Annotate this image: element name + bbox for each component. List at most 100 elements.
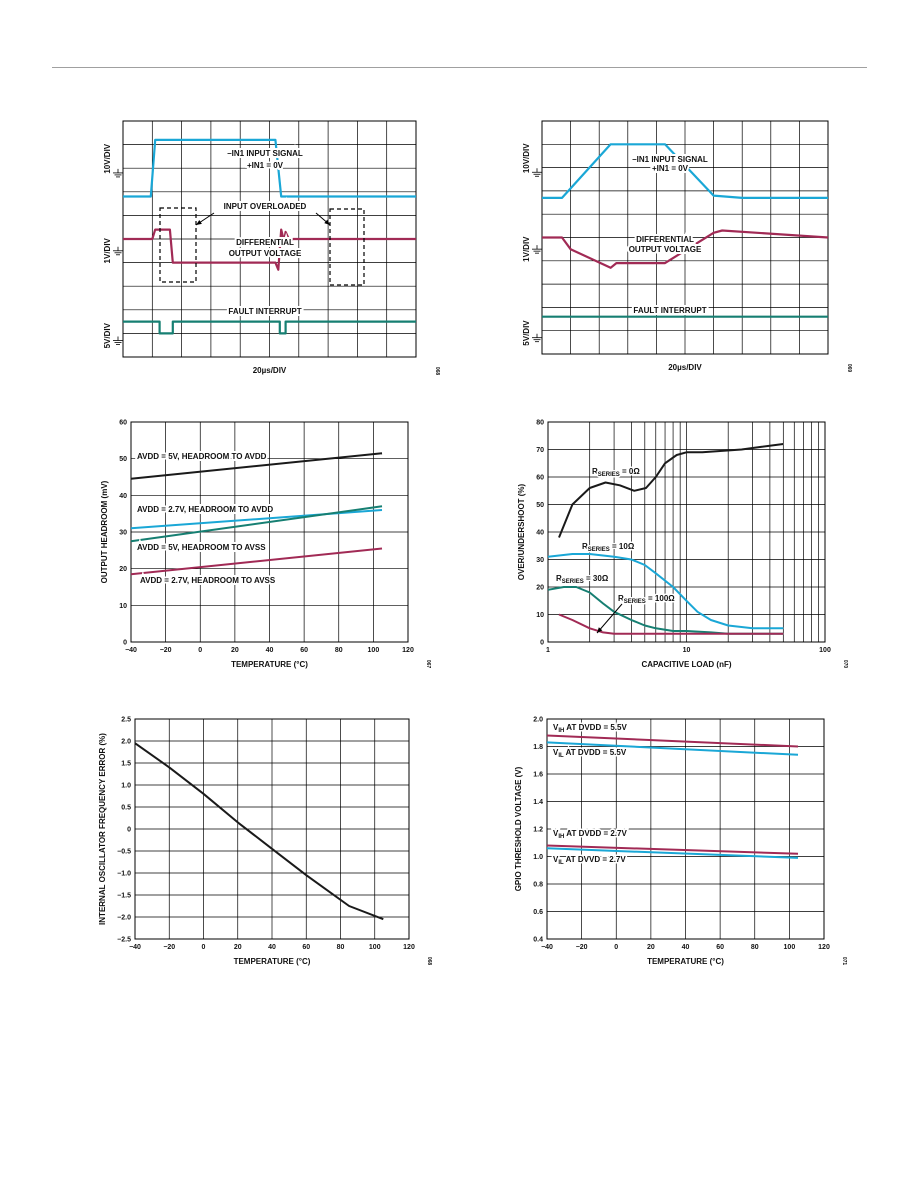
scope_fault-trace-1 bbox=[123, 228, 416, 271]
chart-oscillator: −40 −20 0 20 40 60 80 100 120 −2.5 −2.0 −1.5 −1.0 −0.… bbox=[98, 717, 432, 967]
gpio-ytick-0: 0.4 bbox=[533, 937, 543, 944]
headroom-xtick-6: 80 bbox=[335, 647, 343, 654]
headroom-series-label-2: AVDD = 5V, HEADROOM TO AVSS bbox=[137, 543, 266, 552]
scope_fault-overload-box-left bbox=[159, 207, 197, 283]
oscillator-ytick-8: 1.5 bbox=[121, 761, 131, 768]
overshoot-series-label-1-rest: = 10Ω bbox=[610, 542, 635, 551]
gpio-xtick-7: 100 bbox=[784, 944, 796, 951]
gpio-series-label-2-main: V bbox=[553, 829, 559, 838]
scope_fault-channel-label-0: 10V/DIV bbox=[103, 143, 112, 173]
oscillator-ylabel: INTERNAL OSCILLATOR FREQUENCY ERROR (%) bbox=[98, 733, 107, 925]
chart-headroom: −40 −20 0 20 40 60 80 100 120 0 10 20 30 40 50 60 TEMPER… bbox=[100, 420, 431, 670]
gpio-ytick-8: 2.0 bbox=[533, 717, 543, 724]
headroom-xtick-5: 60 bbox=[300, 647, 308, 654]
scope_fault-xlabel: 20µs/DIV bbox=[253, 366, 287, 375]
overshoot-ytick-4: 40 bbox=[536, 530, 544, 537]
oscillator-figure-code: 068 bbox=[426, 957, 432, 966]
gpio-series-label-0-sub: IH bbox=[558, 728, 564, 734]
gpio-ytick-1: 0.6 bbox=[533, 909, 543, 916]
scope_fault-overload-box-right bbox=[329, 208, 365, 286]
gpio-series-label-0: VIH AT DVDD = 5.5V bbox=[553, 723, 627, 734]
oscillator-xtick-2: 0 bbox=[202, 944, 206, 951]
headroom-xtick-4: 40 bbox=[266, 647, 274, 654]
oscillator-ytick-5: 0 bbox=[127, 827, 131, 834]
scope_fault-overload-arrow-left-head bbox=[196, 219, 202, 225]
gpio-ytick-6: 1.6 bbox=[533, 772, 543, 779]
chart-overshoot: 1 10 100 0 10 20 30 40 50 60 70 80 CAPACITIVE LOAD (… bbox=[517, 420, 848, 670]
headroom-xtick-7: 100 bbox=[368, 647, 380, 654]
scope_ramp-annotation-0: –IN1 INPUT SIGNAL bbox=[632, 155, 708, 164]
gpio-xtick-8: 120 bbox=[818, 944, 830, 951]
overshoot-ytick-6: 60 bbox=[536, 475, 544, 482]
headroom-xtick-2: 0 bbox=[198, 647, 202, 654]
overshoot-figure-code: 070 bbox=[842, 660, 848, 669]
scope_ramp-channel-label-2: 5V/DIV bbox=[522, 320, 531, 346]
scope_ramp-trace-0 bbox=[542, 143, 828, 199]
gpio-series-label-3: VIL AT DVVD = 2.7V bbox=[553, 855, 626, 866]
scope_fault-annotation-5: FAULT INTERRUPT bbox=[228, 307, 301, 316]
headroom-series-line-3 bbox=[130, 547, 383, 576]
overshoot-xlabel: CAPACITIVE LOAD (nF) bbox=[641, 660, 731, 669]
scope_fault-channel-label-1: 1V/DIV bbox=[103, 237, 112, 263]
scope_fault-trace-2 bbox=[123, 320, 416, 335]
overshoot-series-label-3-rest: = 100Ω bbox=[646, 594, 675, 603]
gpio-figure-code: 071 bbox=[841, 957, 847, 966]
overshoot-series-label-1-sub: SERIES bbox=[588, 547, 610, 553]
gpio-series-line-1 bbox=[546, 741, 799, 756]
gpio-series-label-2-rest: AT DVDD = 2.7V bbox=[564, 829, 627, 838]
scope_fault-trace-0 bbox=[123, 138, 416, 198]
overshoot-ytick-0: 0 bbox=[540, 640, 544, 647]
gpio-series-line-0 bbox=[546, 734, 799, 748]
overshoot-series-label-3: RSERIES = 100Ω bbox=[618, 594, 675, 605]
chart-scope_ramp: 10V/DIV 1V/DIV 5V/DIV 20µs/DIV 069 –IN1 INPUT… bbox=[522, 120, 852, 373]
scope_ramp-figure-code: 069 bbox=[846, 364, 852, 373]
gpio-ylabel: GPIO THRESHOLD VOLTAGE (V) bbox=[514, 766, 523, 891]
scope_ramp-annotation-3: OUTPUT VOLTAGE bbox=[629, 245, 702, 254]
oscillator-ytick-1: −2.0 bbox=[117, 915, 131, 922]
scope_ramp-annotation-1: +IN1 = 0V bbox=[652, 164, 689, 173]
oscillator-ytick-7: 1.0 bbox=[121, 783, 131, 790]
gpio-series-label-3-main: V bbox=[553, 855, 559, 864]
overshoot-series-label-0-sub: SERIES bbox=[598, 472, 620, 478]
overshoot-series-line-0 bbox=[558, 443, 784, 538]
scope_fault-annotation-0: –IN1 INPUT SIGNAL bbox=[227, 149, 303, 158]
gpio-xtick-5: 60 bbox=[716, 944, 724, 951]
gpio-series-line-2 bbox=[546, 844, 799, 855]
overshoot-ylabel: OVER/UNDERSHOOT (%) bbox=[517, 483, 526, 580]
scope_fault-overload-arrow-right-head bbox=[324, 219, 330, 225]
gpio-series-label-1: VIL AT DVDD = 5.5V bbox=[553, 748, 627, 759]
header-rule bbox=[52, 67, 867, 68]
scope_fault-annotation-3: DIFFERENTIAL bbox=[236, 238, 294, 247]
oscillator-xtick-7: 100 bbox=[369, 944, 381, 951]
overshoot-series-arrow-head bbox=[597, 627, 603, 633]
gpio-series-label-2-sub: IH bbox=[558, 834, 564, 840]
gpio-ytick-5: 1.4 bbox=[533, 799, 543, 806]
gpio-series-label-0-main: V bbox=[553, 723, 559, 732]
chart-gpio: −40 −20 0 20 40 60 80 100 120 0.4 0.6 0.8 1.0 1.2 1.4 1… bbox=[514, 717, 847, 967]
gpio-series-label-0-rest: AT DVDD = 5.5V bbox=[564, 723, 627, 732]
gpio-xtick-4: 40 bbox=[682, 944, 690, 951]
scope_ramp-annotation-4: FAULT INTERRUPT bbox=[633, 306, 706, 315]
overshoot-ytick-8: 80 bbox=[536, 420, 544, 427]
gpio-xtick-1: −20 bbox=[576, 944, 588, 951]
oscillator-xtick-8: 120 bbox=[403, 944, 415, 951]
scope_ramp-annotation-2: DIFFERENTIAL bbox=[636, 235, 694, 244]
scope_fault-annotation-1: +IN1 = 0V bbox=[247, 161, 284, 170]
overshoot-xtick-1: 10 bbox=[683, 647, 691, 654]
oscillator-ytick-3: −1.0 bbox=[117, 871, 131, 878]
headroom-series-line-2 bbox=[130, 505, 383, 543]
oscillator-xtick-1: −20 bbox=[163, 944, 175, 951]
overshoot-series-line-2 bbox=[547, 586, 784, 635]
overshoot-series-label-2-sub: SERIES bbox=[562, 579, 584, 585]
overshoot-series-line-1 bbox=[547, 553, 784, 630]
headroom-ytick-4: 40 bbox=[119, 493, 127, 500]
gpio-xtick-0: −40 bbox=[541, 944, 553, 951]
overshoot-xtick-2: 100 bbox=[819, 647, 831, 654]
overshoot-series-label-2-rest: = 30Ω bbox=[584, 574, 609, 583]
overshoot-ytick-2: 20 bbox=[536, 585, 544, 592]
scope_fault-annotation-4: OUTPUT VOLTAGE bbox=[229, 249, 302, 258]
overshoot-series-label-0-rest: = 0Ω bbox=[620, 467, 641, 476]
oscillator-xtick-0: −40 bbox=[129, 944, 141, 951]
scope_ramp-channel-label-0: 10V/DIV bbox=[522, 143, 531, 173]
